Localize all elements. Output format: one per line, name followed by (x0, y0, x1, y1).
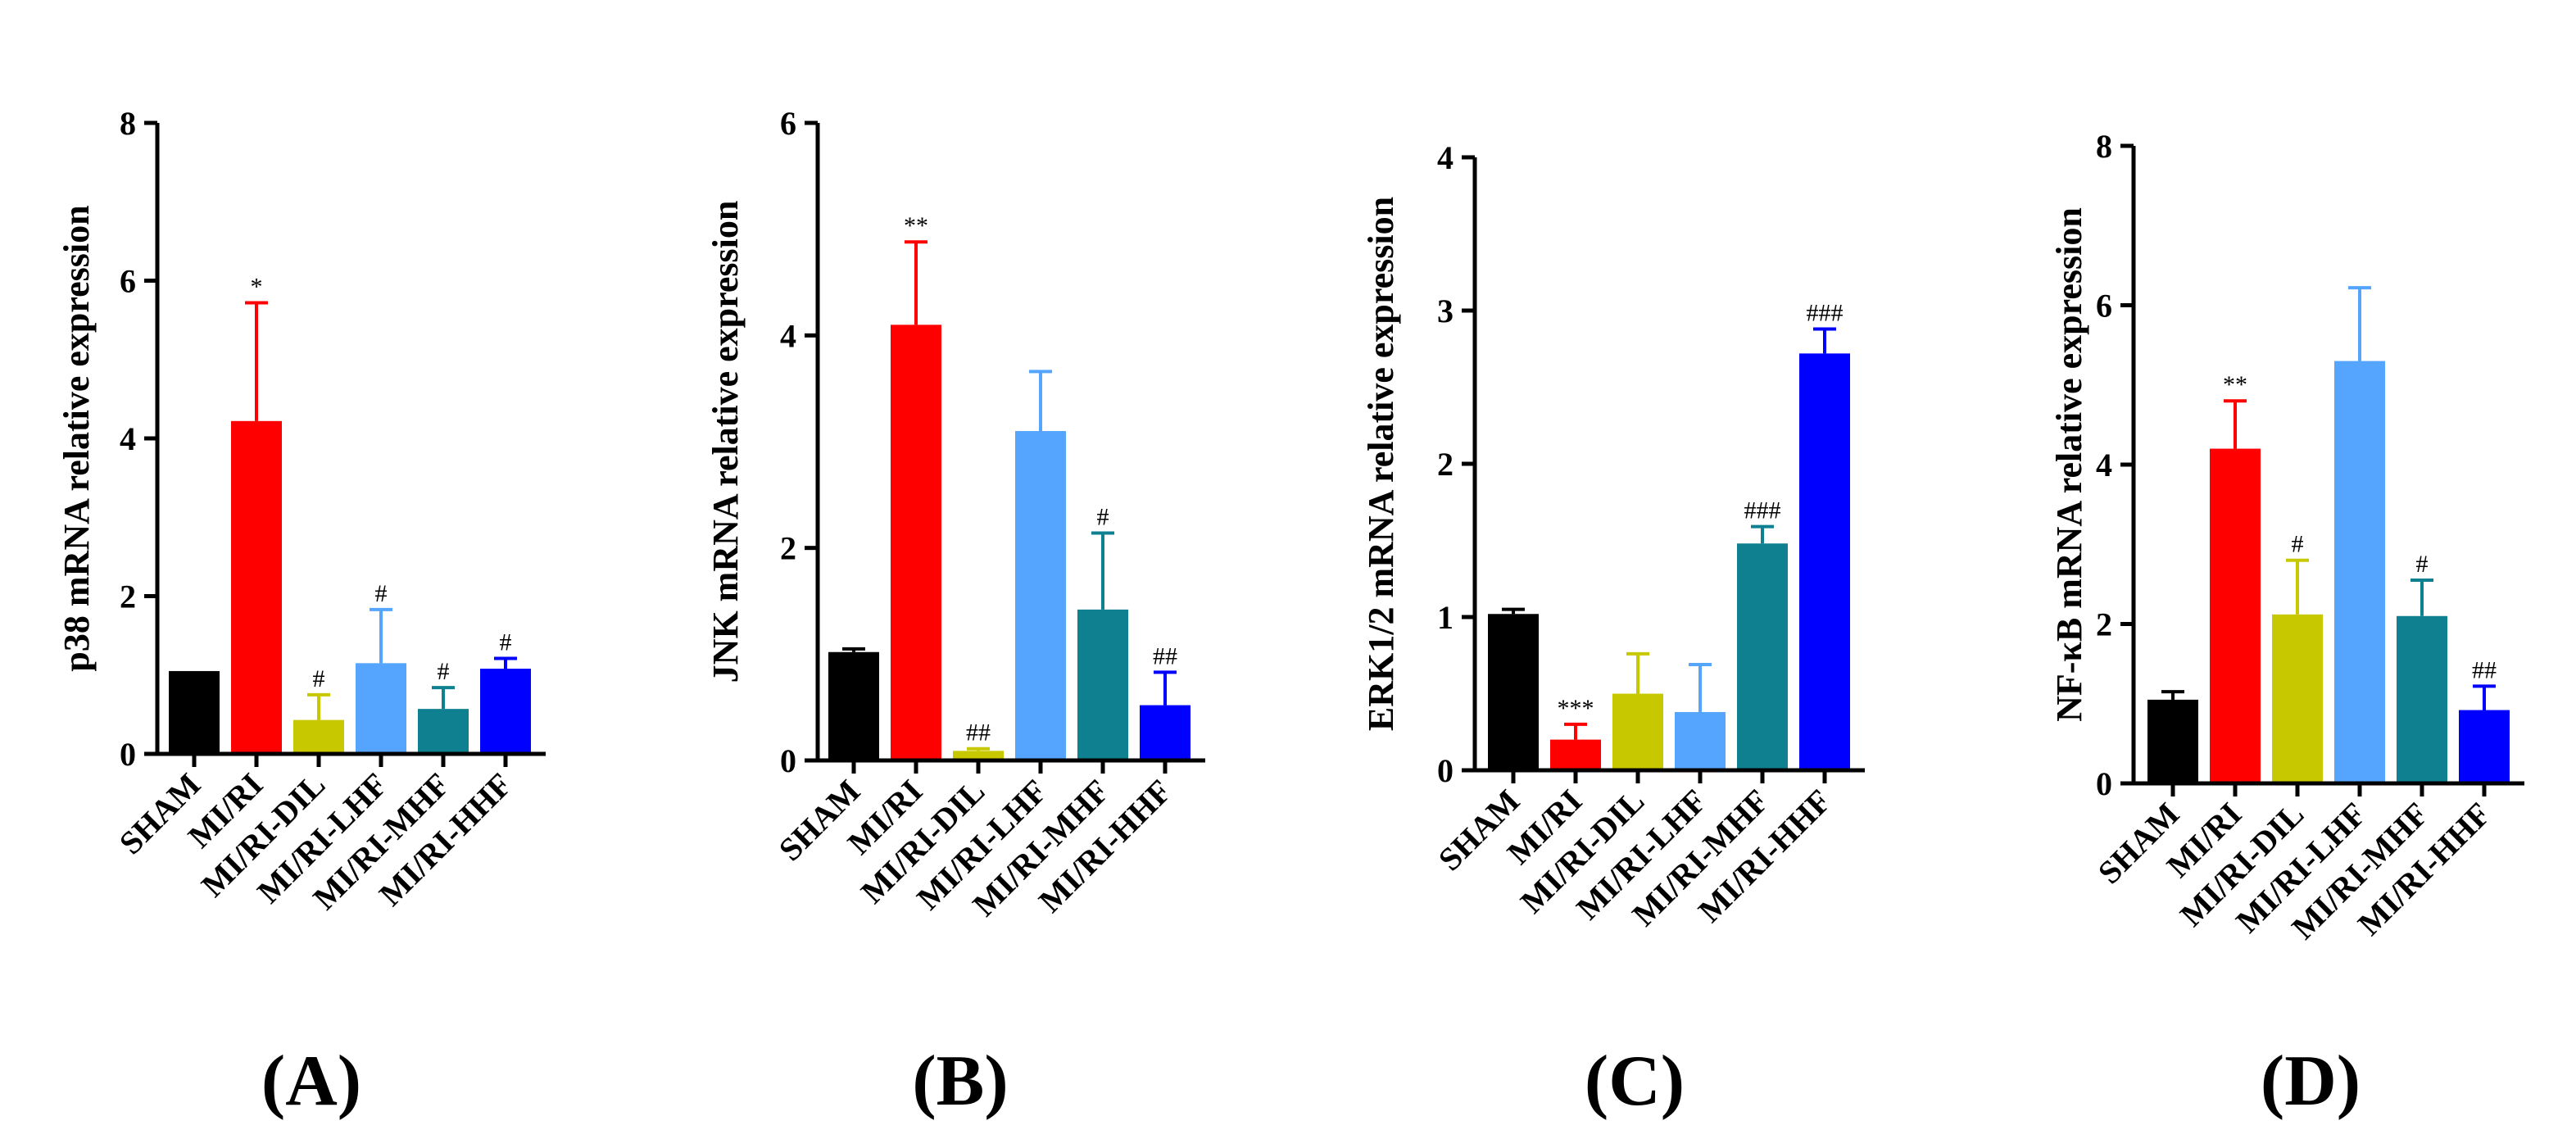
y-tick-label: 2 (780, 530, 796, 567)
y-tick-label: 0 (2096, 765, 2112, 802)
bar (1737, 543, 1788, 770)
panel-label: (B) (912, 1042, 1008, 1121)
y-tick-label: 6 (2096, 288, 2112, 324)
category-label: SHAM (772, 773, 868, 869)
significance-label: ### (1744, 497, 1781, 524)
y-tick-label: 1 (1437, 599, 1454, 636)
bar (1077, 609, 1128, 760)
y-axis-title: ERK1/2 mRNA relative expression (1361, 197, 1401, 731)
significance-label: # (313, 665, 325, 692)
bar (169, 670, 220, 754)
significance-label: # (2292, 531, 2304, 558)
significance-label: ## (966, 719, 991, 747)
y-tick-label: 4 (2096, 447, 2112, 483)
y-tick-label: 0 (780, 742, 796, 779)
y-tick-label: 6 (120, 263, 136, 300)
panel-label: (D) (2261, 1042, 2361, 1121)
category-label: SHAM (2091, 796, 2187, 892)
y-tick-label: 4 (1437, 139, 1454, 176)
chart-panel-b: **#####0246SHAMMI/RIMI/RI-DILMI/RI-LHFMI… (705, 105, 1205, 1121)
y-tick-label: 6 (780, 105, 796, 142)
significance-label: ** (904, 212, 928, 239)
chart-panel-d: **####02468SHAMMI/RIMI/RI-DILMI/RI-LHFMI… (2049, 128, 2524, 1121)
y-tick-label: 8 (120, 105, 136, 142)
y-tick-label: 4 (120, 420, 136, 457)
significance-label: ### (1807, 299, 1844, 326)
bar (2459, 710, 2510, 783)
bar (828, 651, 879, 760)
chart-panel-c: ***######01234SHAMMI/RIMI/RI-DILMI/RI-LH… (1361, 139, 1865, 1121)
y-axis-title: JNK mRNA relative expression (705, 201, 746, 683)
bar (480, 669, 531, 754)
significance-label: ** (2223, 371, 2247, 398)
bar (1612, 693, 1663, 770)
panel-label: (C) (1585, 1042, 1685, 1121)
bar (1140, 705, 1190, 760)
category-label: SHAM (1431, 783, 1527, 878)
y-tick-label: 2 (2096, 606, 2112, 643)
significance-label: # (375, 580, 388, 607)
significance-label: # (500, 629, 512, 656)
bar (418, 709, 469, 754)
y-tick-label: 0 (1437, 752, 1454, 789)
significance-label: # (2416, 551, 2429, 578)
y-tick-label: 0 (120, 736, 136, 773)
bar (1488, 614, 1539, 770)
y-tick-label: 8 (2096, 128, 2112, 165)
bar (231, 420, 282, 754)
y-tick-label: 2 (1437, 446, 1454, 483)
bar (1550, 739, 1601, 770)
bar (891, 324, 941, 760)
bar (2272, 614, 2323, 783)
significance-label: *** (1558, 695, 1594, 722)
bar (356, 663, 406, 754)
bar (2147, 699, 2198, 783)
bar (1799, 353, 1850, 770)
y-tick-label: 2 (120, 579, 136, 615)
bar (953, 751, 1004, 760)
significance-label: # (438, 658, 450, 685)
bar (2210, 448, 2261, 783)
significance-label: ## (2472, 656, 2497, 683)
bar (2397, 615, 2447, 783)
bar (293, 719, 344, 754)
bar (1015, 431, 1066, 760)
significance-label: * (251, 273, 263, 300)
y-tick-label: 3 (1437, 293, 1454, 329)
chart-panel-a: *####02468SHAMMI/RIMI/RI-DILMI/RI-LHFMI/… (57, 105, 546, 1121)
y-axis-title: p38 mRNA relative expression (57, 205, 97, 671)
category-label: SHAM (112, 766, 208, 862)
significance-label: ## (1153, 642, 1177, 669)
significance-label: # (1097, 504, 1109, 531)
bar (1675, 711, 1726, 770)
bar (2334, 361, 2385, 783)
y-tick-label: 4 (780, 317, 796, 354)
y-axis-title: NF-κB mRNA relative expression (2049, 207, 2089, 722)
panel-label: (A) (261, 1042, 361, 1121)
